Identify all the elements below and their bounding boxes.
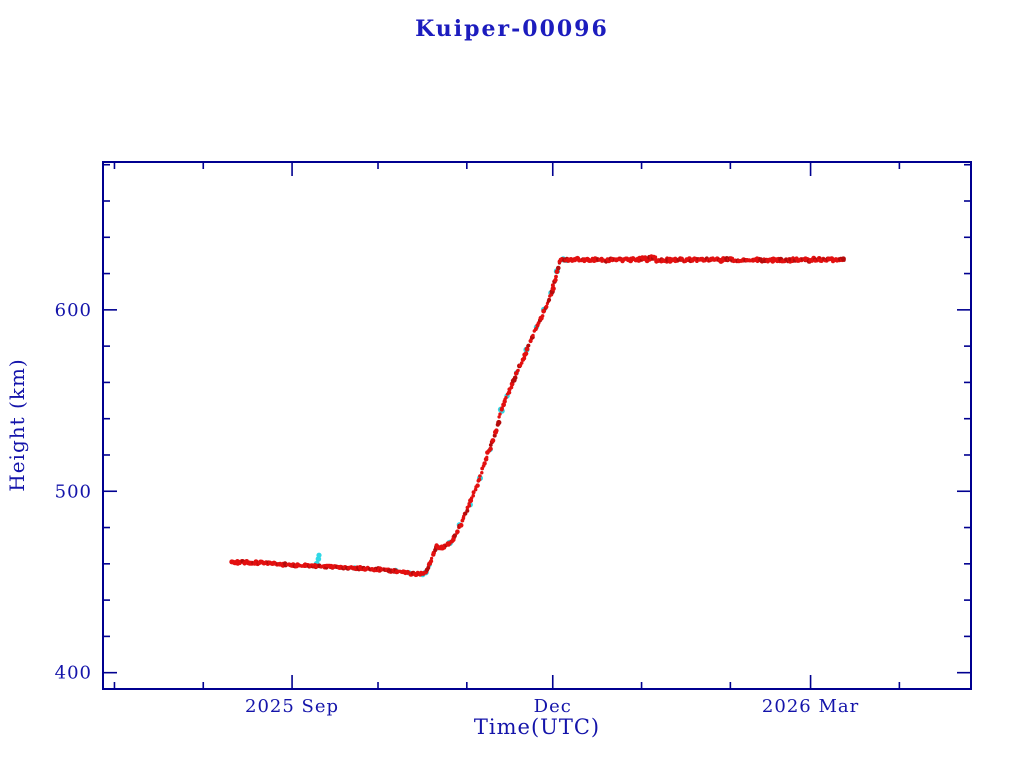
chart-title: Kuiper-00096 (415, 16, 609, 42)
axis-ticks (103, 162, 971, 689)
svg-text:500: 500 (55, 481, 92, 502)
svg-text:2025 Sep: 2025 Sep (245, 696, 339, 717)
svg-text:Dec: Dec (534, 696, 572, 717)
red-data-points (229, 254, 846, 578)
axis-box (102, 161, 972, 690)
cyan-data-points (313, 256, 570, 578)
svg-text:2026 Mar: 2026 Mar (762, 696, 859, 717)
axis-tick-labels: 2025 Sep Dec 2026 Mar 400 500 600 (55, 300, 859, 717)
x-axis-title: Time(UTC) (473, 715, 601, 739)
svg-text:600: 600 (55, 300, 92, 321)
svg-text:400: 400 (55, 663, 92, 684)
